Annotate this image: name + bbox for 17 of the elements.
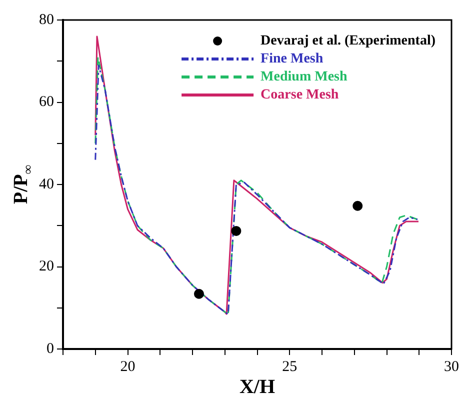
point (352, 200, 363, 211)
y-tick-label: 60 (39, 94, 54, 110)
y-tick-label: 80 (39, 12, 54, 28)
text: Fine Mesh (260, 52, 324, 67)
point (231, 226, 242, 236)
x-tick-label: 25 (282, 358, 298, 375)
x-axis-title: X/H (239, 376, 276, 398)
y-tick-label: 0 (46, 340, 54, 357)
point (194, 288, 204, 299)
x-tick-label: 30 (444, 358, 459, 375)
y-axis-title: P/P∞ (10, 164, 35, 204)
text: Coarse Mesh (260, 88, 339, 103)
y-tick-label: 40 (39, 176, 54, 192)
x-tick-label: 20 (120, 358, 136, 375)
text: Medium Mesh (260, 70, 348, 85)
y-tick-label: 20 (39, 258, 54, 275)
text: Devaraj et al. (Experimental) (260, 34, 436, 49)
